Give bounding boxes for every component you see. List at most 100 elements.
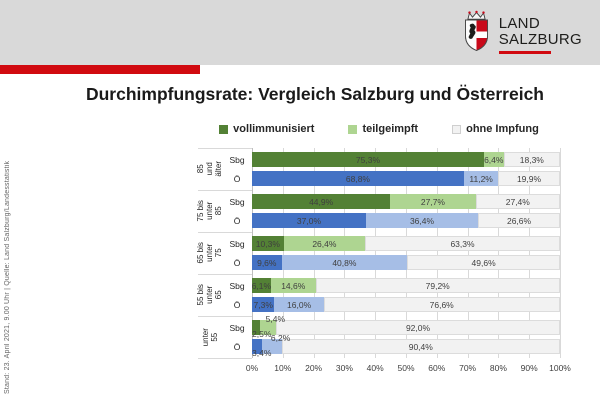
age-group-label: 75 bis unter 85	[196, 200, 224, 222]
land-salzburg-logo: LAND SALZBURG	[461, 10, 582, 55]
bar-track: 37,0% 36,4% 26,6%	[252, 213, 560, 228]
legend-label: vollimmunisiert	[233, 123, 315, 135]
legend-item-teilgeimpft: teilgeimpft	[348, 123, 418, 135]
bar-segment: 14,6%	[270, 278, 316, 293]
legend-swatch-vollimmunisiert	[219, 124, 229, 134]
gridline	[313, 148, 315, 358]
bar-row: Sbg 75,3% 6,4% 18,3%	[222, 152, 560, 167]
bar-segment: 90,4%	[281, 339, 560, 354]
bar-segment: 26,6%	[478, 213, 560, 228]
category-divider	[198, 148, 252, 149]
bar-segment: 36,4%	[365, 213, 479, 228]
axis-tick-label: 30%	[335, 363, 353, 373]
legend-label: teilgeimpft	[362, 123, 419, 135]
bar-row: Ö 68,8% 11,2% 19,9%	[222, 171, 560, 186]
bar-segment: 37,0%	[252, 213, 366, 228]
axis-tick-label: 40%	[366, 363, 384, 373]
logo-red-underline	[498, 50, 551, 55]
age-group-row: 65 bis unter 75 Sbg 10,3% 26,4% 63,3% Ö 9,6% 40…	[196, 232, 560, 274]
bar-track: 44,9% 27,7% 27,4%	[252, 194, 560, 209]
chart-legend: vollimmunisiert teilgeimpft ohne Impfung	[198, 122, 560, 136]
bar-segment: 68,8%	[252, 171, 464, 186]
age-group-label: 65 bis unter 75	[196, 242, 224, 264]
bar-segment: 19,9%	[498, 171, 560, 186]
segment-label: 2,5%	[252, 329, 272, 339]
bar-row: Ö 7,3% 16,0% 76,6%	[222, 297, 560, 312]
bar-row: Sbg 10,3% 26,4% 63,3%	[222, 236, 560, 251]
logo-text: LAND SALZBURG	[498, 10, 582, 55]
legend-label: ohne Impfung	[466, 123, 539, 135]
axis-tick-label: 90%	[520, 363, 538, 373]
region-label: Sbg	[229, 322, 245, 333]
bar-segment	[252, 320, 260, 335]
bar-segment: 44,9%	[252, 194, 391, 209]
segment-label: 5,4%	[265, 314, 286, 324]
source-note: Stand: 23. April 2021, 9.00 Uhr | Quelle…	[4, 160, 11, 394]
group-bars: Sbg 10,3% 26,4% 63,3% Ö 9,6% 40,8% 49,6%	[222, 232, 560, 274]
region-label: Ö	[233, 257, 241, 268]
gridline	[282, 148, 284, 358]
bar-segment: 16,0%	[274, 297, 324, 312]
gridline	[498, 148, 500, 358]
legend-item-ohne-impfung: ohne Impfung	[452, 123, 539, 135]
bar-segment	[252, 339, 263, 354]
axis-tick-label: 80%	[489, 363, 507, 373]
bar-track: 6,1% 14,6% 79,2%	[252, 278, 560, 293]
axis-tick-label: 60%	[428, 363, 446, 373]
bar-segment: 18,3%	[503, 152, 560, 167]
gridline	[406, 148, 407, 358]
bar-row: Sbg 2,5% 5,4% 92,0%	[222, 314, 560, 339]
group-bars: Sbg 75,3% 6,4% 18,3% Ö 68,8% 11,2% 19,9%	[222, 148, 560, 190]
bar-segment: 75,3%	[252, 152, 484, 167]
gridline	[529, 148, 531, 358]
bar-row: Ö 3,4% 6,2% 90,4%	[222, 333, 560, 358]
bar-track: 9,6% 40,8% 49,6%	[252, 255, 560, 270]
age-group-label: 85 und älter	[196, 161, 224, 177]
region-label: Ö	[233, 341, 241, 352]
salzburg-crest-icon	[464, 10, 488, 51]
axis-tick-label: 10%	[274, 363, 292, 373]
bar-segment: 79,2%	[315, 278, 560, 293]
bar-track: 75,3% 6,4% 18,3%	[252, 152, 560, 167]
bar-segment: 9,6%	[252, 255, 282, 270]
bar-segment	[262, 339, 282, 354]
category-divider	[198, 190, 252, 191]
stacked-bar-chart: vollimmunisiert teilgeimpft ohne Impfung…	[196, 122, 571, 375]
age-group-label: unter 55	[200, 327, 219, 347]
bar-segment: 40,8%	[281, 255, 408, 270]
age-group-label: 55 bis unter 65	[196, 284, 224, 306]
legend-item-vollimmunisiert: vollimmunisiert	[219, 123, 314, 135]
bar-track: 3,4% 6,2% 90,4%	[252, 333, 560, 358]
bar-track: 68,8% 11,2% 19,9%	[252, 171, 560, 186]
axis-tick-label: 50%	[397, 363, 415, 373]
category-divider	[198, 316, 252, 317]
region-label: Ö	[233, 299, 241, 310]
bar-segment: 11,2%	[463, 171, 499, 186]
age-group-row: unter 55 Sbg 2,5% 5,4% 92,0% Ö 3,4% 6,2% 90,4%	[198, 314, 560, 358]
page-title: Durchimpfungsrate: Vergleich Salzburg un…	[85, 84, 544, 104]
age-group-row: 85 und älter Sbg 75,3% 6,4% 18,3% Ö 68,8% 11,2%…	[196, 148, 560, 190]
axis-tick-label: 0%	[245, 363, 259, 373]
region-label: Ö	[233, 215, 241, 226]
gridline	[436, 148, 438, 358]
region-label: Sbg	[229, 238, 245, 249]
bar-segment: 6,1%	[252, 278, 271, 293]
segment-label: 6,2%	[270, 333, 291, 343]
gridline	[467, 148, 469, 358]
x-axis: 0% 10% 20% 30% 40% 50% 60% 70% 80% 90% 100%	[246, 361, 571, 375]
bar-row: Ö 37,0% 36,4% 26,6%	[222, 213, 560, 228]
bar-track: 10,3% 26,4% 63,3%	[252, 236, 560, 251]
segment-label: 3,4%	[252, 348, 272, 358]
group-bars: Sbg 6,1% 14,6% 79,2% Ö 7,3% 16,0% 76,6%	[222, 274, 560, 316]
bar-segment: 27,4%	[475, 194, 560, 209]
gridline	[344, 148, 346, 358]
region-label: Sbg	[229, 154, 245, 165]
category-divider	[198, 232, 252, 233]
plot-grid	[252, 148, 561, 358]
category-divider	[198, 358, 252, 359]
age-group-row: 75 bis unter 85 Sbg 44,9% 27,7% 27,4% Ö 37,0% 3…	[196, 190, 560, 232]
legend-swatch-ohne-impfung	[452, 124, 462, 134]
bar-segment: 6,4%	[483, 152, 504, 167]
age-group-label-cell: 55 bis unter 65	[196, 274, 224, 316]
group-bars: Sbg 2,5% 5,4% 92,0% Ö 3,4% 6,2% 90,4%	[222, 314, 560, 358]
